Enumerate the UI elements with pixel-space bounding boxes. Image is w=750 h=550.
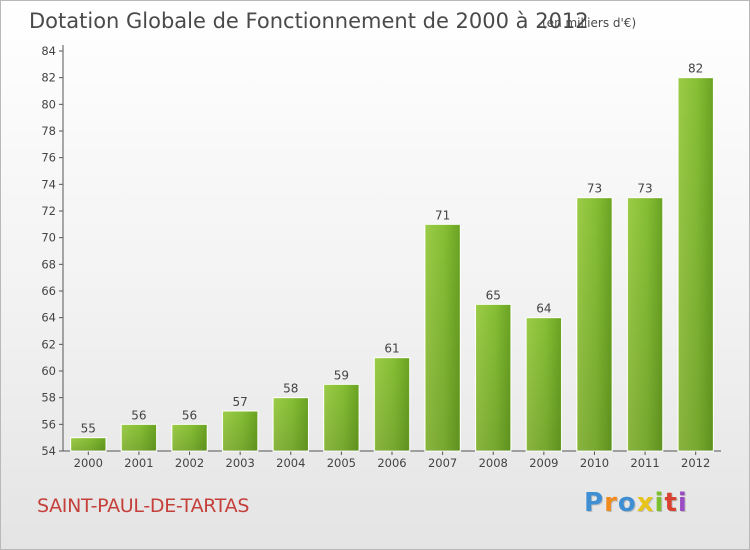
y-tick-label: 84	[41, 44, 56, 58]
data-label: 55	[81, 422, 96, 436]
x-tick-label: 2005	[327, 456, 356, 470]
data-label: 65	[486, 288, 501, 302]
x-tick-label: 2008	[479, 456, 508, 470]
x-tick-label: 2000	[74, 456, 103, 470]
data-label: 56	[182, 408, 197, 422]
data-label: 57	[233, 395, 248, 409]
y-tick-label: 80	[41, 97, 56, 111]
bar-shade	[71, 437, 106, 451]
y-tick-label: 62	[41, 337, 56, 351]
x-tick-label: 2007	[428, 456, 457, 470]
data-label: 59	[334, 368, 349, 382]
x-tick-label: 2003	[226, 456, 255, 470]
bar-shade	[425, 224, 460, 451]
x-tick-label: 2001	[124, 456, 153, 470]
x-tick-label: 2012	[681, 456, 710, 470]
y-tick-label: 64	[41, 311, 56, 325]
y-tick-label: 66	[41, 284, 56, 298]
chart-subtitle: (en milliers d'€)	[542, 16, 637, 30]
data-label: 64	[536, 302, 551, 316]
y-tick-label: 82	[41, 71, 56, 85]
y-tick-label: 74	[41, 177, 56, 191]
chart-title: Dotation Globale de Fonctionnement de 20…	[29, 9, 589, 33]
bar-shade	[324, 384, 359, 451]
bar-shade	[476, 304, 510, 451]
y-tick-label: 70	[41, 231, 56, 245]
y-tick-label: 58	[41, 391, 56, 405]
bar-shade	[274, 397, 308, 451]
x-tick-label: 2002	[175, 456, 204, 470]
labels: 2000 55 2001 56 2002 56 2003 57 2004 58 2005 59 2006…	[74, 62, 711, 470]
bar-shade	[172, 424, 207, 451]
commune-name: SAINT-PAUL-DE-TARTAS	[37, 495, 250, 517]
data-label: 73	[637, 182, 652, 196]
proxiti-logo: Proxiti	[584, 488, 688, 518]
data-label: 61	[384, 342, 399, 356]
bar-shade	[577, 197, 612, 451]
bar-shade	[375, 357, 409, 451]
y-tick-label: 56	[41, 417, 56, 431]
bar-shade	[628, 197, 662, 451]
data-label: 73	[587, 182, 602, 196]
logo-letter: o	[617, 488, 637, 518]
y-tick-label: 72	[41, 204, 56, 218]
logo-letter: t	[664, 488, 678, 518]
logo-letter: i	[654, 488, 665, 518]
y-tick-label: 54	[41, 444, 56, 458]
data-label: 58	[283, 382, 298, 396]
y-tick-label: 68	[41, 257, 56, 271]
logo-letter: x	[636, 488, 655, 518]
x-tick-label: 2010	[580, 456, 609, 470]
bar-shade	[678, 77, 713, 452]
data-label: 71	[435, 208, 450, 222]
logo-letter: P	[584, 488, 605, 518]
data-label: 56	[131, 408, 146, 422]
data-label: 82	[688, 62, 703, 76]
bar-shade	[223, 411, 257, 451]
x-tick-label: 2006	[377, 456, 406, 470]
logo-letter: i	[677, 488, 688, 518]
bar-shade	[122, 424, 156, 451]
x-tick-label: 2009	[529, 456, 558, 470]
y-tick-label: 60	[41, 364, 56, 378]
axes: 54 56 58 60 62 64 66 68 70 72 74 76 78 80 82 84	[41, 44, 721, 458]
logo-letter: r	[604, 488, 618, 518]
bars	[70, 77, 714, 452]
bar-shade	[527, 317, 561, 451]
x-tick-label: 2011	[630, 456, 659, 470]
y-tick-label: 76	[41, 151, 56, 165]
x-tick-label: 2004	[276, 456, 305, 470]
y-tick-label: 78	[41, 124, 56, 138]
